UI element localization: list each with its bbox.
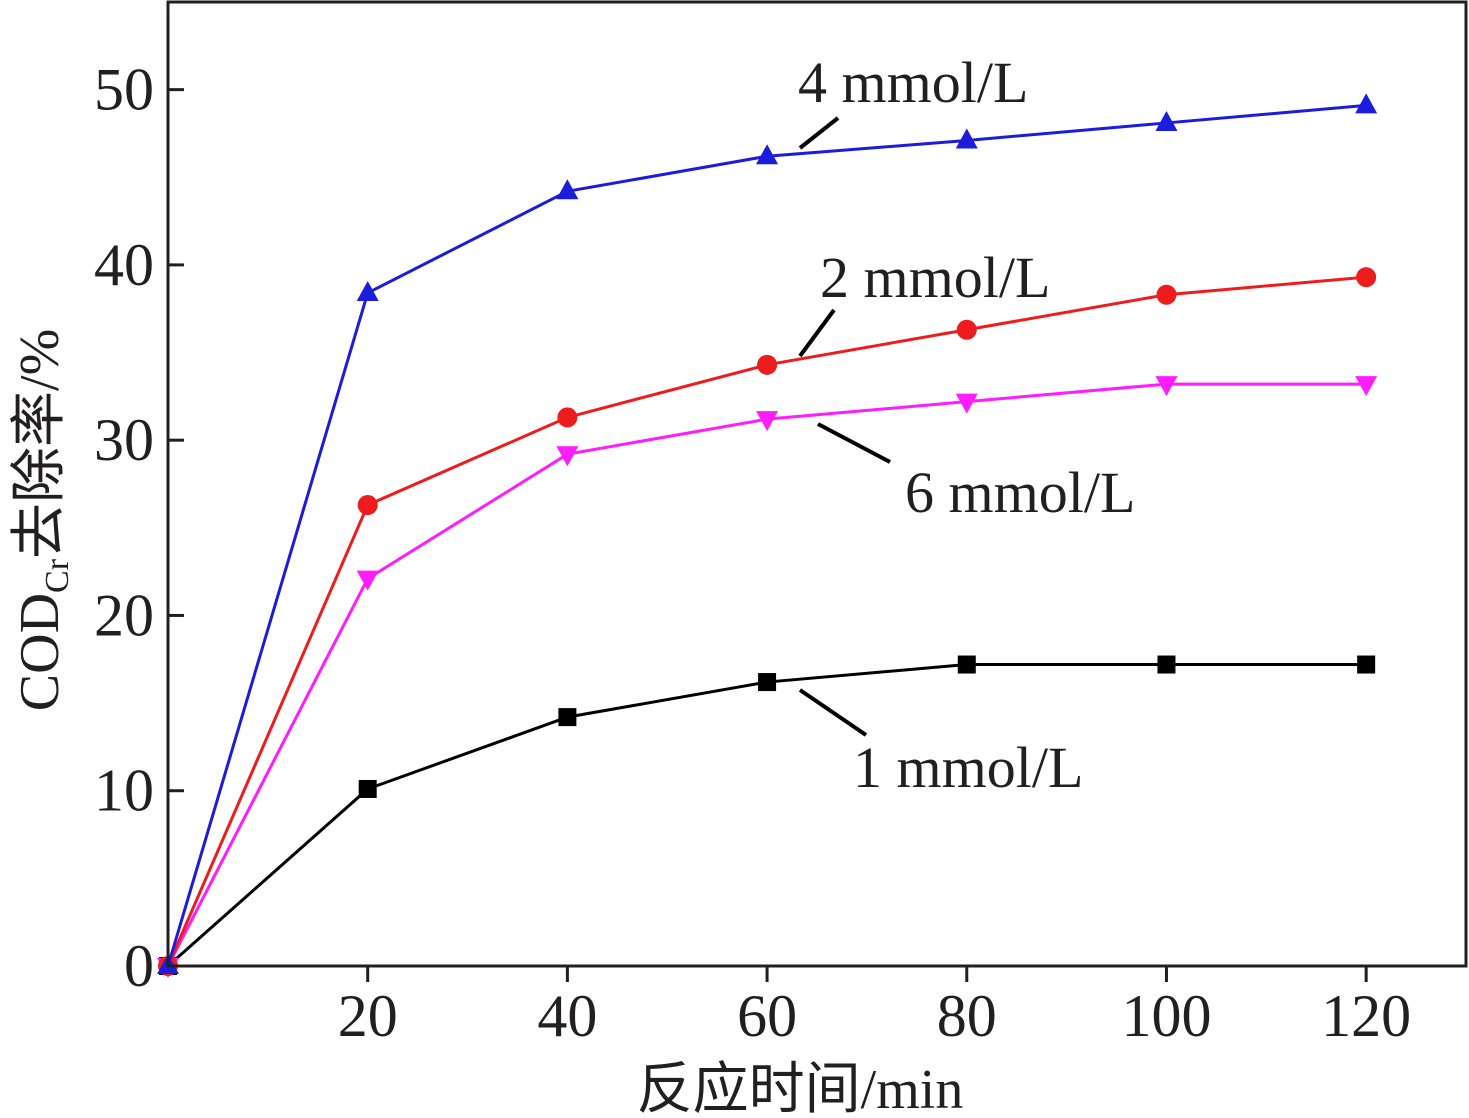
series-label-leaders (798, 116, 891, 737)
x-axis-ticks: 20 40 60 80 100 120 (338, 966, 1411, 1049)
data-point (1155, 376, 1178, 397)
series-4-mmol-l (157, 93, 1378, 974)
data-point (556, 179, 579, 200)
plot-border (166, 0, 1468, 968)
data-point (357, 495, 378, 516)
y-tick-label: 20 (94, 582, 154, 648)
y-axis-ticks: 0 10 20 30 40 50 (94, 57, 184, 999)
y-tick-label: 30 (94, 407, 154, 473)
series-label-leader (798, 688, 868, 737)
data-point (558, 708, 577, 727)
data-point (956, 319, 977, 340)
data-point (557, 407, 578, 428)
series-labels: 1 mmol/L 2 mmol/L 4 mmol/L 6 mmol/L (798, 50, 1135, 800)
x-tick-label: 20 (338, 983, 398, 1049)
series-label: 4 mmol/L (798, 50, 1028, 115)
x-tick-label: 40 (537, 983, 597, 1049)
x-tick-label: 80 (937, 983, 997, 1049)
data-point (757, 354, 778, 375)
data-point (1157, 655, 1176, 674)
series-group (157, 93, 1378, 978)
x-tick-label: 100 (1121, 983, 1211, 1049)
y-axis-title: CODCr去除率/% (9, 329, 76, 711)
x-tick-label: 60 (737, 983, 797, 1049)
y-axis-title-subscript: Cr (39, 558, 76, 593)
data-point (957, 655, 976, 674)
y-axis-title-suffix: 去除率/% (9, 329, 71, 559)
x-axis-title: 反应时间/min (637, 1059, 964, 1118)
series-2-mmol-l (158, 267, 1377, 976)
data-point (756, 411, 779, 432)
series-label-leader (798, 308, 836, 358)
series-label-leader (817, 422, 891, 464)
y-axis-title-main: COD (9, 593, 71, 711)
y-tick-label: 40 (94, 232, 154, 298)
series-line (166, 103, 1367, 967)
series-1-mmol-l (159, 655, 1376, 975)
y-tick-label: 0 (124, 933, 154, 999)
x-tick-label: 120 (1321, 983, 1411, 1049)
data-point (955, 393, 978, 414)
data-point (1356, 267, 1377, 288)
y-tick-label: 50 (94, 57, 154, 123)
data-point (1155, 110, 1178, 131)
series-line (166, 275, 1367, 967)
data-point (556, 446, 579, 467)
data-point (1355, 93, 1378, 114)
data-point (955, 128, 978, 149)
data-point (1156, 284, 1177, 305)
data-point (758, 673, 777, 692)
series-label-leader (798, 116, 840, 150)
series-line (167, 663, 1367, 968)
y-tick-label: 10 (94, 758, 154, 824)
data-point (1357, 655, 1376, 674)
plot-frame (166, 0, 1468, 968)
series-label: 2 mmol/L (820, 245, 1050, 310)
data-point (756, 144, 779, 165)
data-point (356, 280, 379, 301)
series-label: 1 mmol/L (853, 735, 1083, 800)
data-point (356, 570, 379, 591)
series-label: 6 mmol/L (905, 460, 1135, 525)
data-point (358, 779, 377, 798)
data-point (1355, 376, 1378, 397)
